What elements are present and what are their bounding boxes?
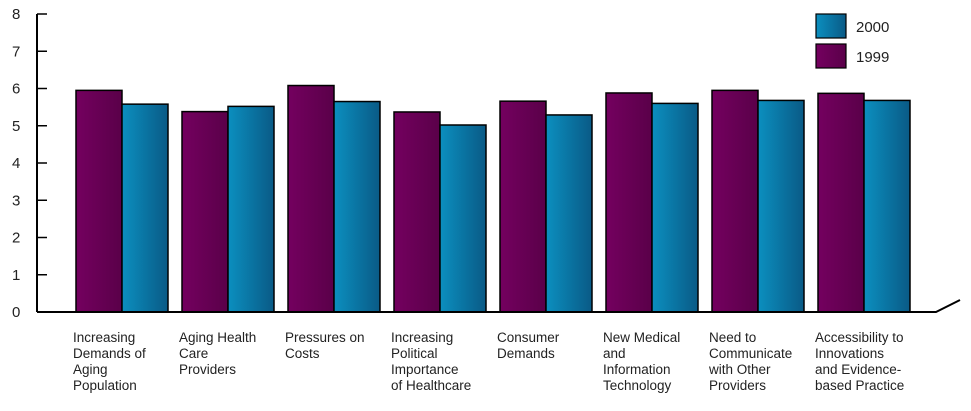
y-tick-label: 0: [12, 304, 20, 321]
bar-1999-2: [288, 86, 334, 312]
category-label: Pressures on Costs: [285, 330, 365, 361]
y-tick-label: 1: [12, 267, 20, 284]
y-tick-label: 3: [12, 192, 20, 209]
y-tick-label: 4: [12, 155, 20, 172]
bar-2000-1: [228, 106, 274, 312]
category-labels: Increasing Demands of Aging Population Aging…: [73, 330, 904, 393]
legend-swatch-1999: [816, 44, 846, 68]
bar-2000-2: [334, 102, 380, 312]
legend-label-2000: 2000: [856, 19, 889, 36]
category-label: Need to Communicate with Other Providers: [708, 330, 792, 393]
bars: [76, 86, 910, 312]
bar-1999-5: [606, 93, 652, 312]
y-tick-label: 7: [12, 43, 20, 60]
bar-2000-4: [546, 115, 592, 312]
y-tick-label: 2: [12, 230, 20, 247]
bar-1999-7: [818, 93, 864, 312]
legend: 2000 1999: [816, 14, 889, 68]
bar-1999-3: [394, 112, 440, 312]
y-tick-label: 6: [12, 81, 20, 98]
category-label: Increasing Political Importance of Healthca…: [391, 330, 471, 393]
y-tick-label: 5: [12, 118, 20, 135]
bar-2000-5: [652, 103, 698, 312]
category-label: Consumer Demands: [497, 330, 560, 361]
bar-2000-3: [440, 125, 486, 312]
category-label: New Medical and Information Technology: [603, 330, 680, 393]
bar-2000-7: [864, 100, 910, 312]
bar-2000-6: [758, 100, 804, 312]
bar-1999-4: [500, 101, 546, 312]
bar-1999-6: [712, 90, 758, 312]
bar-2000-0: [122, 104, 168, 312]
category-label: Increasing Demands of Aging Population: [73, 330, 146, 393]
legend-swatch-2000: [816, 14, 846, 38]
y-axis: 0 1 2 3 4 5 6 7 8: [12, 6, 47, 321]
category-label: Aging Health Care Providers: [179, 330, 256, 377]
bar-1999-1: [182, 112, 228, 312]
legend-label-1999: 1999: [856, 49, 889, 66]
category-label: Accessibility to Innovations and Evidence-…: [815, 330, 904, 393]
y-tick-label: 8: [12, 6, 20, 23]
bar-1999-0: [76, 90, 122, 312]
